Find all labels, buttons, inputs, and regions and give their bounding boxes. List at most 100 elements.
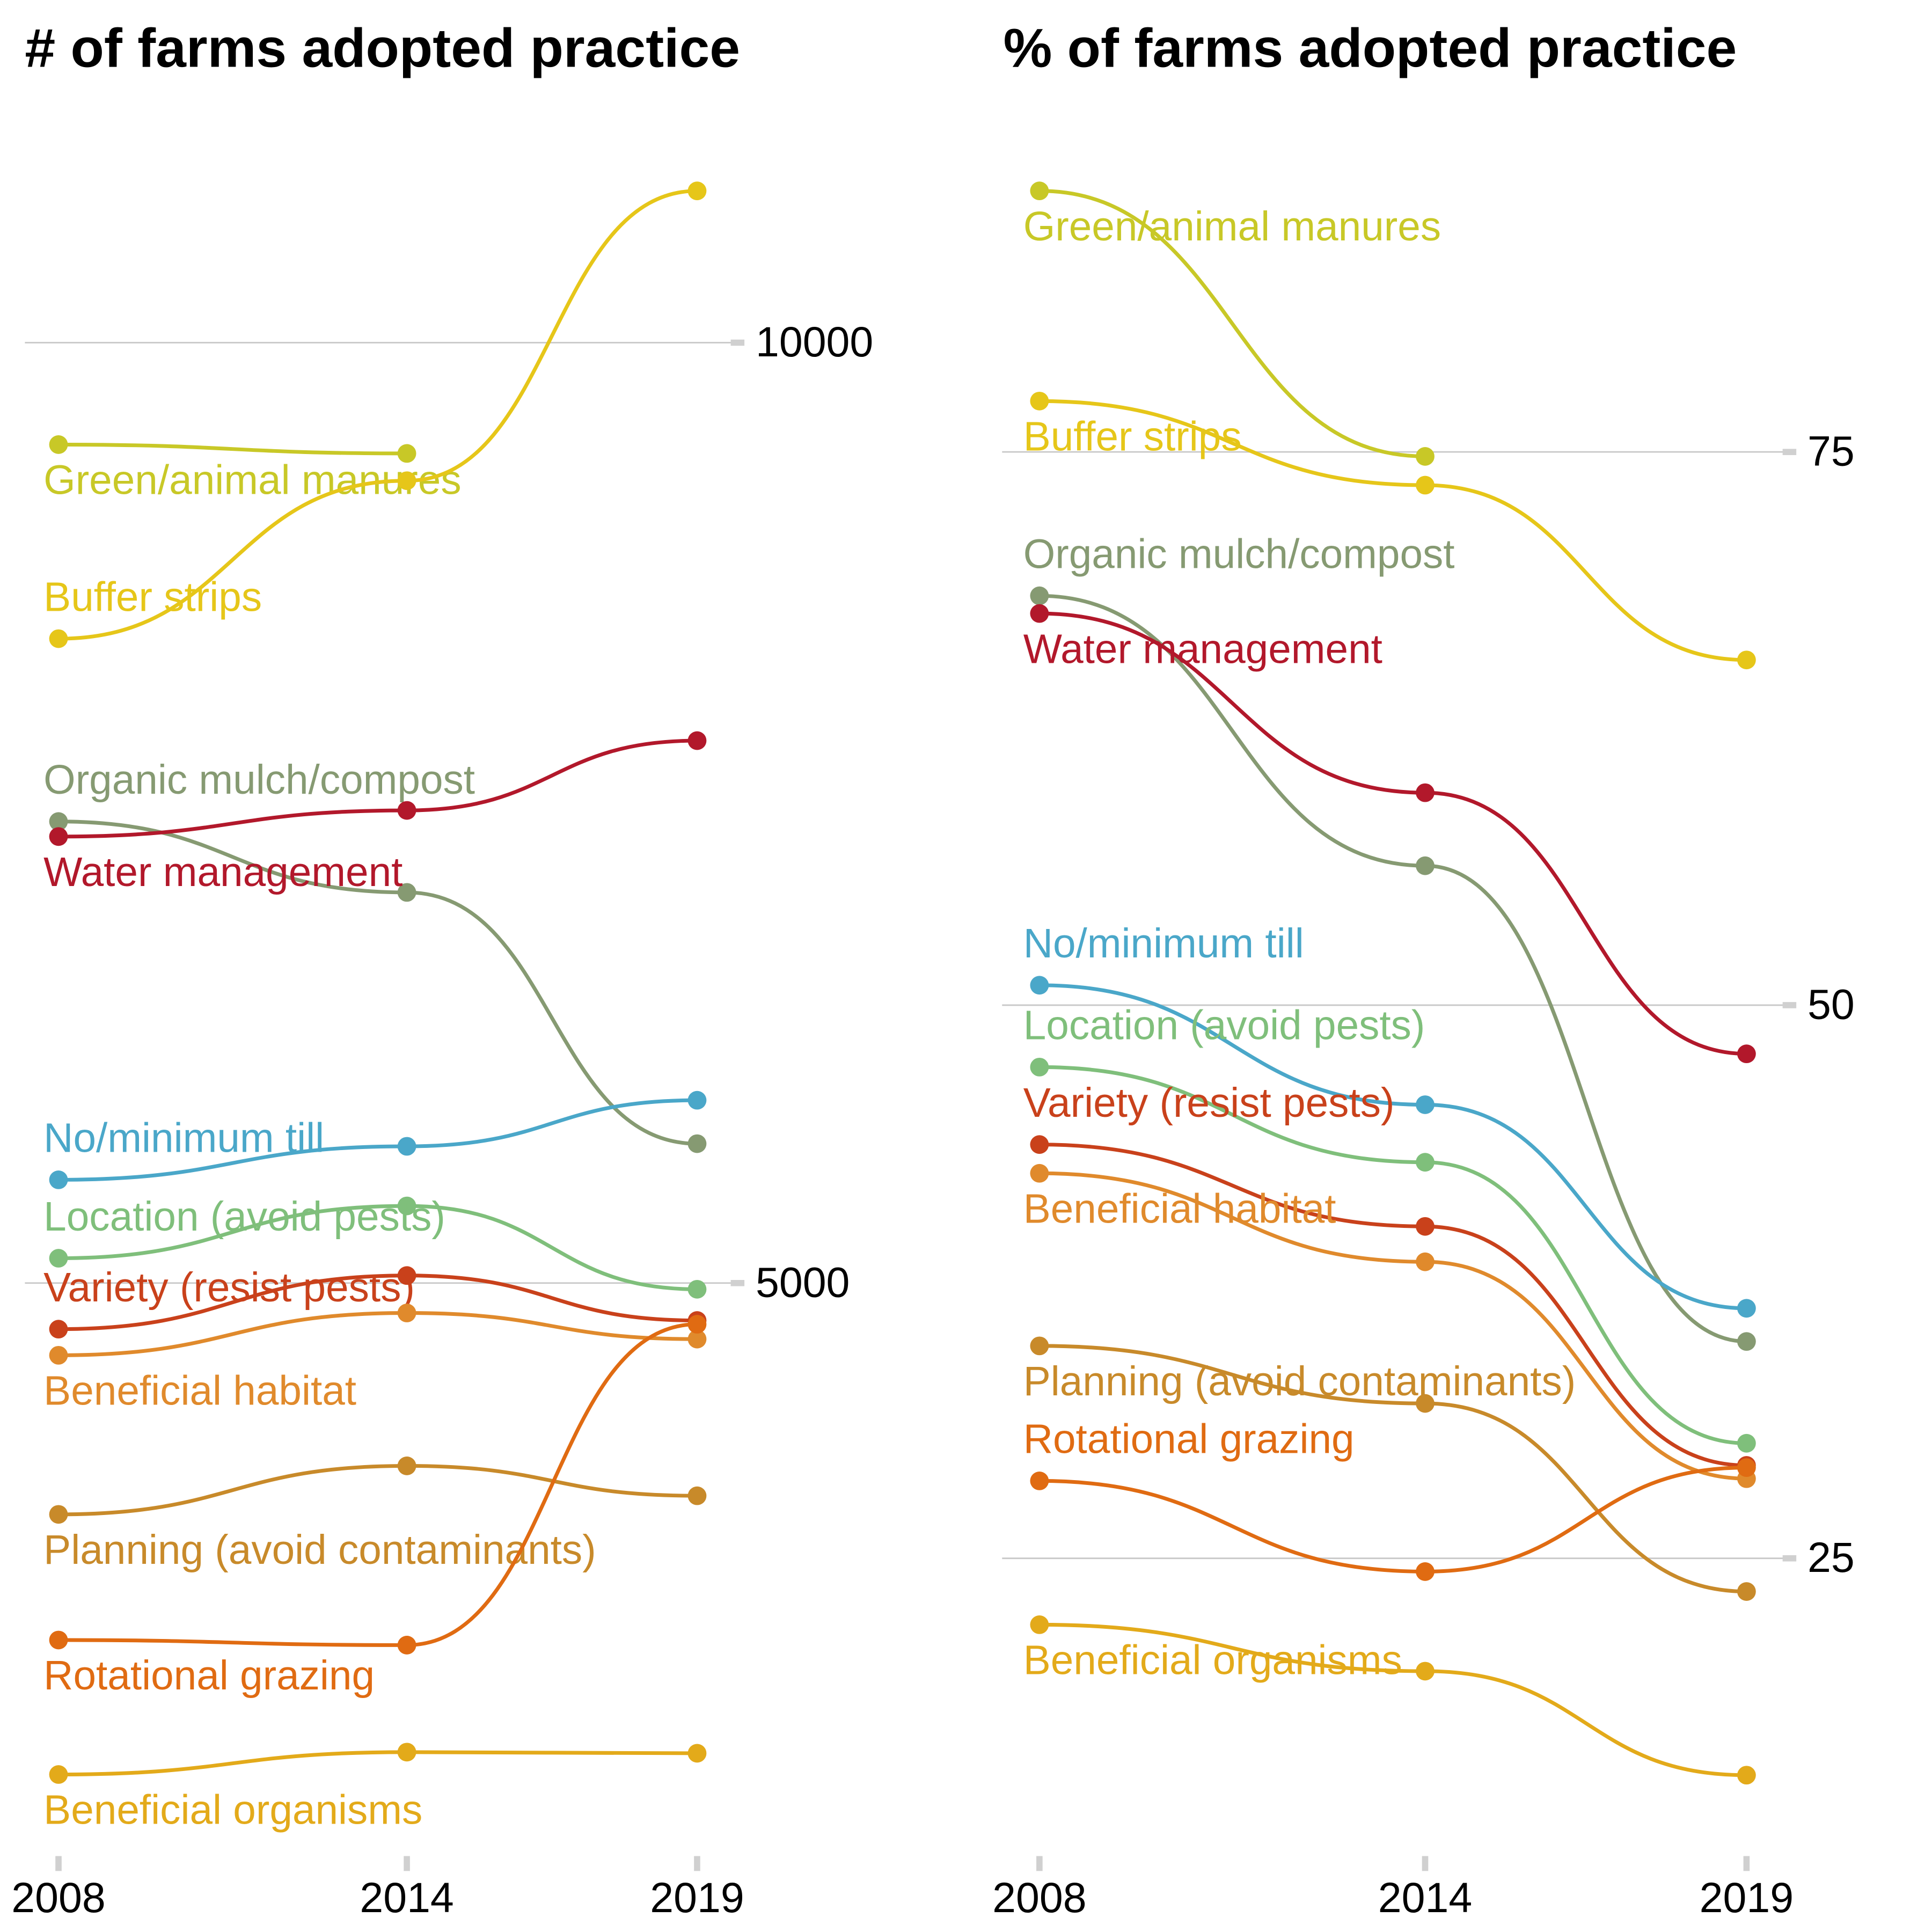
series-line xyxy=(1039,189,1425,458)
x-tick-label: 2008 xyxy=(992,1874,1086,1921)
series-label: Rotational grazing xyxy=(1023,1417,1355,1462)
series-label: Variety (resist pests) xyxy=(43,1265,415,1311)
data-point xyxy=(1737,1458,1756,1477)
data-point xyxy=(1030,976,1049,995)
series-line xyxy=(58,1322,697,1647)
data-point xyxy=(1416,1252,1435,1271)
series-label: Planning (avoid contaminants) xyxy=(43,1527,596,1573)
data-point xyxy=(397,1196,416,1216)
data-point xyxy=(687,1134,707,1153)
data-point xyxy=(1737,1433,1756,1453)
data-point xyxy=(1416,1153,1435,1172)
data-point xyxy=(49,1345,68,1365)
data-point xyxy=(687,1486,707,1505)
data-point xyxy=(397,1137,416,1156)
chart-title: % of farms adopted practice xyxy=(1004,17,1737,78)
series-label: Organic mulch/compost xyxy=(43,757,475,803)
series-label: Green/animal manures xyxy=(1023,204,1441,250)
data-point xyxy=(49,435,68,454)
series-label: No/minimum till xyxy=(1023,921,1304,967)
data-point xyxy=(1416,1562,1435,1581)
y-tick-label: 25 xyxy=(1807,1534,1855,1581)
data-point xyxy=(49,629,68,648)
data-point xyxy=(49,1170,68,1189)
data-point xyxy=(1030,391,1049,411)
data-point xyxy=(1030,586,1049,605)
data-point xyxy=(1030,1615,1049,1634)
data-point xyxy=(1030,1057,1049,1077)
data-point xyxy=(49,1320,68,1339)
series-line xyxy=(1039,1065,1747,1445)
series-line xyxy=(58,1463,697,1517)
series-label: Beneficial habitat xyxy=(43,1368,356,1414)
series-line xyxy=(1039,611,1747,1056)
x-tick-label: 2019 xyxy=(1700,1874,1794,1921)
data-point xyxy=(49,812,68,831)
chart-title: # of farms adopted practice xyxy=(25,17,740,78)
series-label: Location (avoid pests) xyxy=(43,1194,445,1240)
data-point xyxy=(397,471,416,491)
data-point xyxy=(687,1329,707,1349)
series-label: Beneficial habitat xyxy=(1023,1186,1336,1232)
data-point xyxy=(687,1091,707,1110)
data-point xyxy=(1737,1332,1756,1351)
y-tick-label: 5000 xyxy=(756,1258,850,1306)
data-point xyxy=(687,1279,707,1299)
series-label: Water management xyxy=(1023,626,1382,672)
series-label: Variety (resist pests) xyxy=(1023,1080,1395,1126)
data-point xyxy=(49,1765,68,1784)
data-point xyxy=(1416,783,1435,802)
data-point xyxy=(397,1266,416,1285)
data-point xyxy=(1030,181,1049,201)
x-tick-label: 2008 xyxy=(11,1874,105,1921)
data-point xyxy=(49,1630,68,1650)
data-point xyxy=(1030,1135,1049,1154)
y-tick-label: 10000 xyxy=(756,318,873,365)
data-point xyxy=(397,444,416,463)
data-point xyxy=(1416,856,1435,875)
data-point xyxy=(49,1249,68,1268)
data-point xyxy=(1737,1582,1756,1601)
data-point xyxy=(1416,1095,1435,1114)
data-point xyxy=(1030,1471,1049,1490)
series-line xyxy=(58,819,697,1146)
data-point xyxy=(1737,1766,1756,1785)
data-point xyxy=(1737,650,1756,670)
data-point xyxy=(1030,1163,1049,1183)
series-label: Beneficial organisms xyxy=(43,1788,422,1833)
data-point xyxy=(1416,1217,1435,1236)
data-point xyxy=(1416,1662,1435,1681)
data-point xyxy=(397,1743,416,1762)
series-label: Location (avoid pests) xyxy=(1023,1003,1425,1049)
x-tick-label: 2014 xyxy=(360,1874,453,1921)
series-line xyxy=(58,189,697,641)
series-label: Buffer strips xyxy=(1023,414,1242,459)
data-point xyxy=(687,1744,707,1763)
series-label: Planning (avoid contaminants) xyxy=(1023,1359,1576,1404)
data-point xyxy=(1737,1299,1756,1318)
data-point xyxy=(1416,475,1435,495)
data-point xyxy=(397,1636,416,1655)
data-point xyxy=(397,801,416,820)
series-label: Beneficial organisms xyxy=(1023,1638,1402,1684)
series-label: No/minimum till xyxy=(43,1116,324,1161)
data-point xyxy=(1416,1394,1435,1413)
x-tick-label: 2014 xyxy=(1378,1874,1472,1921)
series-label: Buffer strips xyxy=(43,574,262,620)
data-point xyxy=(1030,604,1049,623)
y-tick-label: 75 xyxy=(1807,428,1855,475)
data-point xyxy=(687,181,707,201)
series-line xyxy=(1039,594,1747,1344)
x-tick-label: 2019 xyxy=(650,1874,744,1921)
data-point xyxy=(397,883,416,902)
data-point xyxy=(397,1457,416,1475)
data-point xyxy=(49,1505,68,1524)
data-point xyxy=(49,827,68,846)
data-point xyxy=(1737,1044,1756,1064)
data-point xyxy=(1030,1336,1049,1356)
series-line xyxy=(58,442,407,456)
y-tick-label: 50 xyxy=(1807,980,1855,1028)
data-point xyxy=(687,731,707,750)
